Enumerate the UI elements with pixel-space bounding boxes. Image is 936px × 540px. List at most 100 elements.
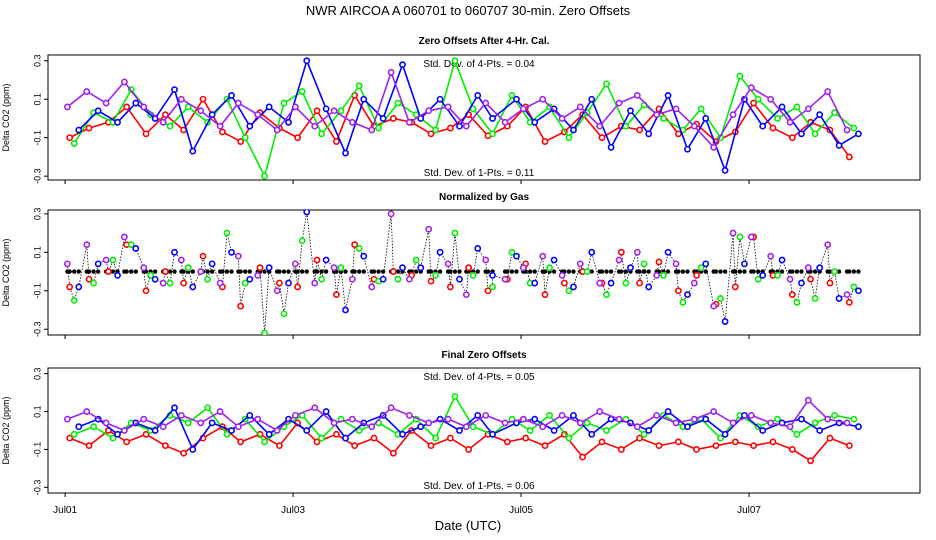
reference-point (124, 269, 129, 274)
data-point-green (147, 271, 154, 279)
data-point-green (166, 279, 174, 287)
reference-point (209, 269, 215, 274)
data-point-blue (570, 411, 577, 419)
y-tick-label: -0.3 (32, 480, 42, 496)
data-point-blue (114, 118, 121, 126)
data-point-red (769, 124, 777, 132)
data-point-blue (436, 95, 444, 103)
data-point-blue (246, 275, 254, 283)
data-point-green (546, 264, 553, 272)
reference-point (172, 269, 177, 274)
reference-point (676, 269, 681, 274)
data-point-purple (291, 411, 299, 419)
data-point-red (85, 442, 93, 450)
data-point-red (807, 275, 814, 283)
data-point-blue (171, 248, 178, 256)
data-point-blue (208, 419, 216, 427)
data-point-purple (425, 107, 433, 115)
data-point-green (546, 411, 553, 419)
data-point-red (294, 283, 302, 291)
data-point-purple (273, 287, 281, 295)
data-point-green (831, 268, 838, 275)
data-point-red (199, 252, 207, 260)
data-point-blue (588, 95, 596, 103)
data-point-red (693, 271, 700, 279)
data-point-green (489, 130, 496, 138)
data-point-blue (399, 264, 406, 272)
data-point-purple (348, 415, 356, 423)
data-point-green (850, 415, 858, 423)
y-tick-label: 0.1 (32, 93, 42, 106)
data-point-green (241, 279, 249, 287)
data-point-red (845, 298, 853, 306)
reference-point (286, 269, 291, 274)
data-point-purple (843, 291, 851, 299)
data-point-purple (254, 271, 262, 279)
reference-point (551, 269, 557, 274)
data-point-purple (786, 275, 794, 283)
data-point-green (109, 434, 117, 442)
reference-point (566, 269, 572, 274)
data-point-blue (265, 430, 273, 438)
data-point-blue (285, 279, 292, 287)
reference-point (685, 269, 690, 274)
reference-point (623, 269, 629, 274)
data-point-red (541, 138, 549, 145)
data-point-purple (291, 103, 299, 111)
data-point-blue (360, 95, 368, 103)
reference-point (790, 269, 795, 274)
data-point-red (598, 438, 606, 446)
data-point-green (204, 275, 211, 283)
data-point-blue (855, 130, 862, 138)
x-axis: Jul01 Jul03 Jul05 Jul07 (53, 505, 761, 516)
reference-point (299, 269, 305, 274)
data-point-green (736, 233, 744, 241)
data-point-red (313, 107, 321, 115)
reference-point (371, 269, 377, 274)
data-point-purple (747, 233, 755, 241)
x-tick-label: Jul07 (737, 505, 761, 516)
reference-point (323, 269, 329, 274)
data-point-green (394, 275, 402, 283)
data-point-red (788, 134, 796, 142)
data-point-blue (684, 423, 691, 431)
data-point-blue (550, 427, 558, 434)
data-point-blue (208, 260, 216, 268)
x-tick-label: Jul05 (509, 505, 533, 516)
data-point-blue (322, 256, 330, 264)
reference-point (509, 269, 515, 274)
data-point-red (845, 442, 853, 450)
data-point-blue (778, 103, 786, 111)
data-point-red (503, 438, 511, 446)
y-tick-label: -0.1 (32, 442, 42, 458)
data-point-purple (83, 88, 91, 95)
data-point-blue (132, 99, 140, 107)
y-tick-label: 0.3 (32, 208, 42, 221)
data-point-red (389, 449, 397, 457)
data-point-blue (132, 245, 140, 252)
data-point-purple (273, 427, 281, 434)
data-point-green (697, 264, 705, 272)
data-point-red (66, 434, 74, 442)
series-group (63, 393, 862, 465)
data-point-green (697, 105, 705, 113)
data-point-purple (633, 248, 641, 256)
series-line-purple (67, 398, 848, 432)
data-point-purple (177, 256, 185, 264)
data-point-blue (684, 145, 691, 153)
data-point-green (355, 82, 363, 90)
data-point-purple (482, 99, 490, 107)
reference-point (589, 269, 594, 274)
data-point-red (522, 434, 530, 442)
data-point-purple (273, 126, 281, 134)
data-point-green (451, 229, 459, 237)
data-point-blue (456, 122, 463, 130)
reference-point (319, 269, 324, 274)
data-point-green (811, 295, 819, 302)
data-point-purple (576, 260, 584, 268)
data-point-blue (75, 423, 83, 431)
data-point-red (446, 434, 454, 442)
data-point-blue (208, 111, 216, 119)
plot-frame (47, 367, 921, 494)
data-point-red (655, 442, 663, 450)
